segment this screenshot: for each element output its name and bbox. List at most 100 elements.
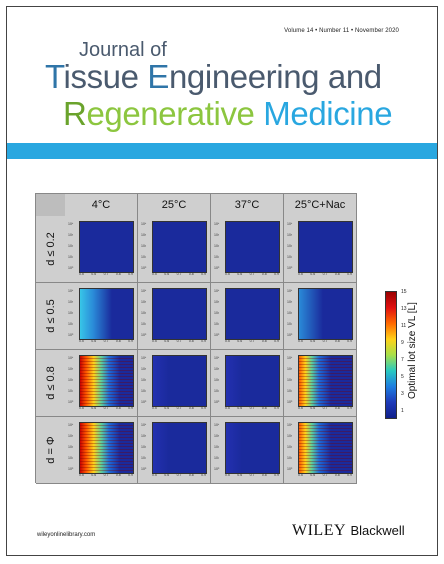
colorbar-tick: 9 <box>401 340 404 346</box>
x-tick-label: 0.5 <box>225 339 230 343</box>
y-tick-label: 10² <box>287 445 293 449</box>
x-tick-label: 0.6 <box>310 272 316 276</box>
y-tick-label: 10³ <box>287 367 293 371</box>
colorbar-tick: 15 <box>401 289 407 295</box>
x-tick-label: 0.7 <box>322 339 328 343</box>
y-tick-label: 10² <box>141 445 147 449</box>
heatmap-panel: 10⁴ 10³ 10² 10¹ 10⁰ 0.5 0.6 0.7 0.8 0.9 <box>211 216 284 283</box>
y-tick-label: 10² <box>287 244 293 248</box>
x-tick-label: 0.8 <box>334 406 340 410</box>
y-tick-label: 10⁴ <box>287 289 293 293</box>
title-journal-of: Journal of <box>79 39 167 61</box>
x-tick-label: 0.5 <box>152 473 157 477</box>
x-tick-label: 0.9 <box>347 406 352 410</box>
y-tick-label: 10⁰ <box>287 333 293 337</box>
x-tick-labels: 0.5 0.6 0.7 0.8 0.9 <box>298 473 352 477</box>
figure-corner <box>36 194 66 217</box>
x-tick-label: 0.8 <box>188 406 194 410</box>
colorbar-label: Optimal lot size VL [L] <box>407 302 418 399</box>
y-tick-label: 10¹ <box>214 255 220 259</box>
x-tick-label: 0.8 <box>115 339 121 343</box>
x-tick-labels: 0.5 0.6 0.7 0.8 0.9 <box>152 339 206 343</box>
x-tick-label: 0.7 <box>176 339 182 343</box>
x-tick-label: 0.7 <box>176 473 182 477</box>
y-tick-label: 10² <box>141 244 147 248</box>
y-tick-label: 10⁰ <box>287 467 293 471</box>
heatmap-panel: 10⁴ 10³ 10² 10¹ 10⁰ 0.5 0.6 0.7 0.8 0.9 <box>138 283 211 350</box>
x-tick-labels: 0.5 0.6 0.7 0.8 0.9 <box>298 339 352 343</box>
x-tick-labels: 0.5 0.6 0.7 0.8 0.9 <box>152 473 206 477</box>
y-tick-label: 10¹ <box>287 322 293 326</box>
heatmap-plot <box>298 355 353 407</box>
y-tick-label: 10³ <box>141 434 147 438</box>
x-tick-label: 0.7 <box>176 272 182 276</box>
x-tick-label: 0.8 <box>115 406 121 410</box>
y-tick-label: 10⁴ <box>68 356 74 360</box>
x-tick-label: 0.6 <box>91 339 97 343</box>
heatmap-panel: 10⁴ 10³ 10² 10¹ 10⁰ 0.5 0.6 0.7 0.8 0.9 <box>65 283 138 350</box>
x-tick-label: 0.6 <box>310 473 316 477</box>
y-tick-label: 10³ <box>287 300 293 304</box>
column-header: 4°C <box>65 194 138 217</box>
y-tick-label: 10³ <box>287 434 293 438</box>
x-tick-label: 0.9 <box>128 473 133 477</box>
y-tick-label: 10⁴ <box>287 222 293 226</box>
x-tick-label: 0.7 <box>103 272 109 276</box>
colorbar-tick: 7 <box>401 357 404 363</box>
x-tick-label: 0.7 <box>249 406 255 410</box>
colorbar-tick: 11 <box>401 323 407 329</box>
heatmap-plot <box>298 422 353 474</box>
y-tick-label: 10⁰ <box>141 333 147 337</box>
x-tick-label: 0.5 <box>298 339 303 343</box>
x-tick-labels: 0.5 0.6 0.7 0.8 0.9 <box>79 473 133 477</box>
x-tick-label: 0.7 <box>176 406 182 410</box>
y-tick-label: 10² <box>141 311 147 315</box>
y-tick-label: 10⁴ <box>141 423 147 427</box>
x-tick-label: 0.5 <box>298 272 303 276</box>
x-tick-labels: 0.5 0.6 0.7 0.8 0.9 <box>298 406 352 410</box>
y-tick-label: 10² <box>68 445 74 449</box>
x-tick-label: 0.5 <box>79 339 84 343</box>
x-tick-label: 0.7 <box>103 339 109 343</box>
column-header: 37°C <box>211 194 284 217</box>
y-tick-label: 10⁰ <box>68 400 74 404</box>
heatmap-panel: 10⁴ 10³ 10² 10¹ 10⁰ 0.5 0.6 0.7 0.8 0.9 <box>138 216 211 283</box>
title-regenerative-medicine: Regenerative Medicine <box>63 95 393 132</box>
y-tick-label: 10² <box>287 311 293 315</box>
y-tick-label: 10² <box>214 311 220 315</box>
y-tick-label: 10⁴ <box>68 222 74 226</box>
x-tick-label: 0.6 <box>237 272 243 276</box>
heatmap-panel: 10⁴ 10³ 10² 10¹ 10⁰ 0.5 0.6 0.7 0.8 0.9 <box>284 283 357 350</box>
heatmap-panel: 10⁴ 10³ 10² 10¹ 10⁰ 0.5 0.6 0.7 0.8 0.9 <box>211 350 284 417</box>
y-tick-label: 10¹ <box>141 389 147 393</box>
y-tick-label: 10⁰ <box>214 400 220 404</box>
y-tick-label: 10² <box>68 378 74 382</box>
y-tick-label: 10² <box>214 244 220 248</box>
y-tick-label: 10⁰ <box>68 333 74 337</box>
x-tick-label: 0.7 <box>103 406 109 410</box>
x-tick-label: 0.7 <box>249 339 255 343</box>
y-tick-label: 10⁴ <box>68 423 74 427</box>
y-tick-label: 10¹ <box>68 322 74 326</box>
y-tick-label: 10⁴ <box>141 222 147 226</box>
y-tick-label: 10¹ <box>141 255 147 259</box>
colorbar <box>385 291 397 419</box>
x-tick-label: 0.8 <box>115 473 121 477</box>
heatmap-plot <box>225 355 280 407</box>
x-tick-labels: 0.5 0.6 0.7 0.8 0.9 <box>298 272 352 276</box>
y-tick-label: 10² <box>214 445 220 449</box>
x-tick-label: 0.5 <box>79 272 84 276</box>
y-tick-label: 10³ <box>214 434 220 438</box>
x-tick-label: 0.8 <box>188 272 194 276</box>
x-tick-label: 0.5 <box>79 473 84 477</box>
y-tick-label: 10¹ <box>287 389 293 393</box>
y-tick-label: 10¹ <box>214 456 220 460</box>
website-url: wileyonlinelibrary.com <box>37 532 96 538</box>
heatmap-panel: 10⁴ 10³ 10² 10¹ 10⁰ 0.5 0.6 0.7 0.8 0.9 <box>65 417 138 484</box>
y-tick-label: 10¹ <box>287 456 293 460</box>
heatmap-plot <box>152 422 207 474</box>
y-tick-label: 10⁰ <box>141 400 147 404</box>
y-tick-label: 10³ <box>287 233 293 237</box>
heatmap-panel: 10⁴ 10³ 10² 10¹ 10⁰ 0.5 0.6 0.7 0.8 0.9 <box>138 350 211 417</box>
x-tick-label: 0.6 <box>237 406 243 410</box>
